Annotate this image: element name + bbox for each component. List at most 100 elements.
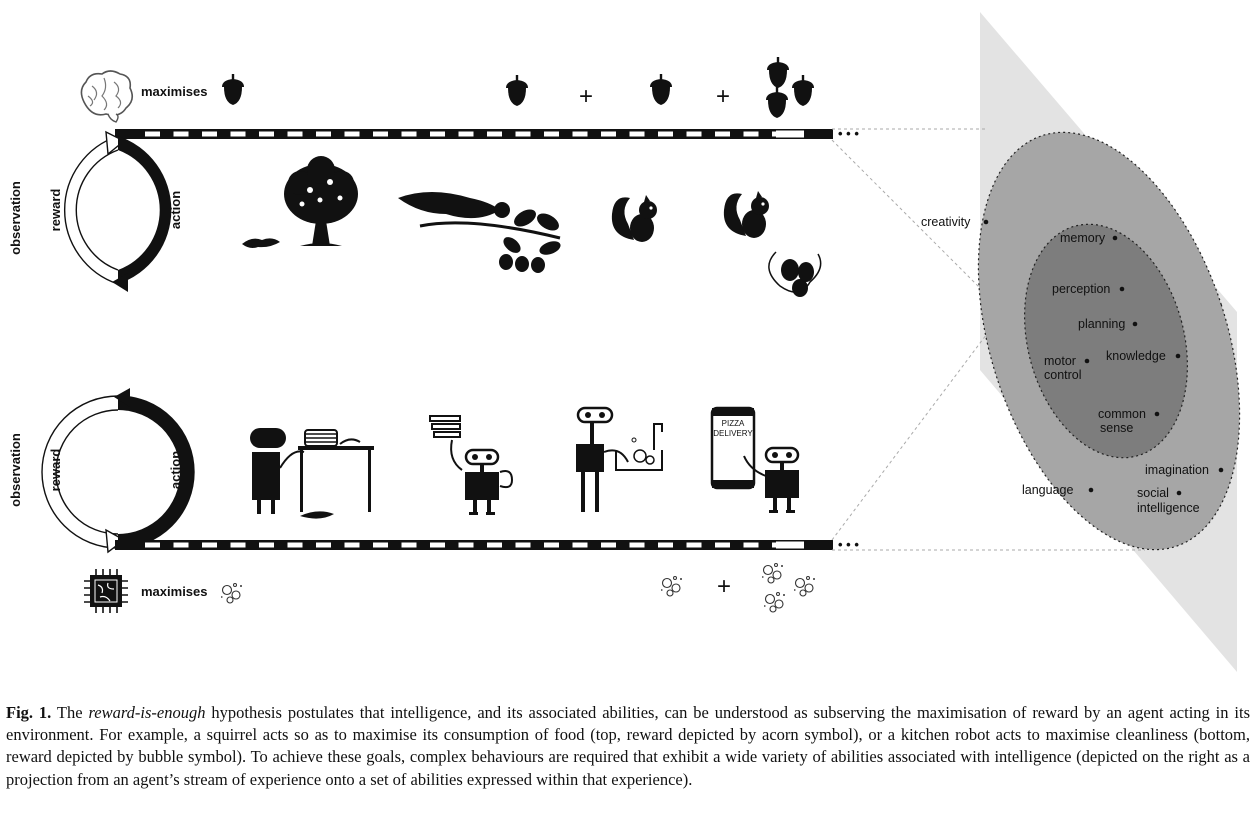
robot-cleaning-table-illustration bbox=[250, 428, 374, 519]
timeline-frame bbox=[743, 542, 759, 548]
plus-sign: + bbox=[716, 83, 730, 110]
acorn-group-icon bbox=[766, 57, 814, 118]
timeline-frame bbox=[316, 542, 331, 548]
ability-label: memory bbox=[1060, 231, 1106, 245]
bubbles-group-icon bbox=[761, 562, 816, 613]
robot-washing-dishes-illustration bbox=[576, 406, 663, 512]
ability-dot bbox=[1119, 286, 1125, 292]
timeline-frame bbox=[287, 131, 303, 137]
ability-label: perception bbox=[1052, 282, 1110, 296]
ability-label: motor bbox=[1044, 354, 1076, 368]
caption-emphasis: reward-is-enough bbox=[88, 703, 206, 722]
ability-dot bbox=[1175, 353, 1181, 359]
ability-dot bbox=[1218, 467, 1224, 473]
caption-text: hypothesis postulates that intelligence,… bbox=[6, 703, 1250, 789]
acorn-icon bbox=[222, 74, 244, 105]
timeline-frame bbox=[173, 131, 189, 137]
top-maximises-label: maximises bbox=[141, 84, 208, 99]
chip-icon bbox=[84, 569, 128, 613]
agent-environment-cycle-bottom bbox=[41, 388, 195, 554]
ability-dot bbox=[1176, 490, 1182, 496]
timeline-frame bbox=[202, 542, 217, 548]
timeline-frame bbox=[686, 542, 702, 548]
ability-label: language bbox=[1022, 483, 1073, 497]
timeline-frame bbox=[544, 131, 559, 137]
timeline-frame bbox=[629, 131, 645, 137]
timeline-frame bbox=[202, 131, 217, 137]
ability-dot bbox=[1112, 235, 1118, 241]
timeline-frame bbox=[515, 131, 531, 137]
ability-dot bbox=[1088, 487, 1094, 493]
reward-label: reward bbox=[48, 189, 63, 232]
projection-line bbox=[831, 139, 1001, 309]
timeline-ellipsis: • • • bbox=[838, 126, 859, 141]
plus-sign: + bbox=[579, 83, 593, 110]
ability-dot bbox=[1154, 411, 1160, 417]
timeline-frame bbox=[743, 131, 759, 137]
timeline-frame bbox=[316, 131, 331, 137]
squirrel-eating-illustration bbox=[611, 195, 657, 242]
reward-label: reward bbox=[48, 449, 63, 492]
caption-label: Fig. 1. bbox=[6, 703, 52, 722]
timeline-frame bbox=[373, 542, 388, 548]
robot-pizza-delivery-illustration: PIZZA DELIVERY bbox=[710, 406, 801, 515]
bottom-maximises-label: maximises bbox=[141, 584, 208, 599]
reward-is-enough-diagram: maximises + + • • • observation reward a… bbox=[8, 12, 1241, 672]
timeline-frame bbox=[259, 131, 274, 137]
ability-label: intelligence bbox=[1137, 501, 1200, 515]
timeline-frame bbox=[230, 542, 246, 548]
timeline-frame bbox=[287, 542, 303, 548]
ability-label: social bbox=[1137, 486, 1169, 500]
timeline-frame bbox=[601, 131, 616, 137]
timeline-frame bbox=[487, 542, 502, 548]
timeline-frame bbox=[373, 131, 388, 137]
squirrel-near-tree-illustration bbox=[242, 156, 358, 248]
timeline-frame bbox=[658, 131, 673, 137]
timeline-frame bbox=[259, 542, 274, 548]
experience-timeline-top bbox=[115, 129, 833, 139]
agent-environment-cycle-top bbox=[64, 130, 172, 292]
ability-label: sense bbox=[1100, 421, 1133, 435]
observation-label: observation bbox=[8, 433, 23, 507]
timeline-frame bbox=[344, 131, 360, 137]
ability-label: imagination bbox=[1145, 463, 1209, 477]
timeline-frame bbox=[776, 130, 804, 138]
timeline-frame bbox=[776, 541, 804, 549]
ability-label: common bbox=[1098, 407, 1146, 421]
figure-caption: Fig. 1. The reward-is-enough hypothesis … bbox=[6, 702, 1250, 791]
timeline-frame bbox=[458, 131, 474, 137]
timeline-ellipsis: • • • bbox=[838, 537, 859, 552]
timeline-frame bbox=[515, 542, 531, 548]
timeline-frame bbox=[686, 131, 702, 137]
timeline-frame bbox=[715, 131, 730, 137]
bubbles-icon bbox=[220, 582, 243, 604]
timeline-frame bbox=[544, 542, 559, 548]
ability-label: planning bbox=[1078, 317, 1125, 331]
timeline-frame bbox=[145, 131, 160, 137]
timeline-frame bbox=[344, 542, 360, 548]
bubbles-icon bbox=[660, 575, 683, 597]
timeline-frame bbox=[401, 131, 417, 137]
timeline-frame bbox=[401, 542, 417, 548]
timeline-frame bbox=[601, 542, 616, 548]
ability-dot bbox=[1132, 321, 1138, 327]
observation-label: observation bbox=[8, 181, 23, 255]
plus-sign: + bbox=[717, 573, 731, 600]
timeline-frame bbox=[430, 131, 445, 137]
inner-abilities-ellipse bbox=[1024, 223, 1188, 459]
timeline-frame bbox=[572, 131, 588, 137]
timeline-frame bbox=[629, 542, 645, 548]
caption-text: The bbox=[51, 703, 89, 722]
experience-timeline-bottom bbox=[115, 540, 833, 550]
ability-label: creativity bbox=[921, 215, 971, 229]
ability-label: control bbox=[1044, 368, 1082, 382]
timeline-frame bbox=[487, 131, 502, 137]
timeline-frame bbox=[230, 131, 246, 137]
timeline-frame bbox=[145, 542, 160, 548]
timeline-frame bbox=[715, 542, 730, 548]
timeline-frame bbox=[173, 542, 189, 548]
robot-carrying-plates-illustration bbox=[429, 415, 514, 517]
phone-text: DELIVERY bbox=[713, 429, 753, 438]
acorn-icon bbox=[506, 75, 528, 106]
timeline-frame bbox=[458, 542, 474, 548]
